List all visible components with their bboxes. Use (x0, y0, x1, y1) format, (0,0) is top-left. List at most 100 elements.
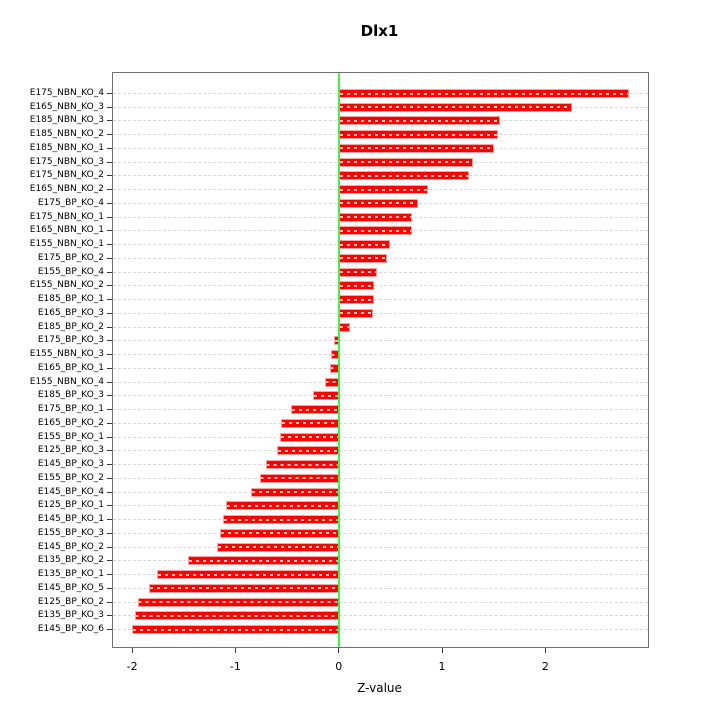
bar (338, 240, 391, 250)
y-tick (107, 120, 112, 122)
y-tick (107, 106, 112, 108)
row-gridline (113, 422, 648, 424)
bar (312, 391, 339, 401)
y-tick (107, 271, 112, 273)
bar (338, 226, 413, 236)
y-axis-label: E155_NBN_KO_2 (29, 280, 104, 291)
bar (187, 556, 339, 566)
y-axis-label: E145_BP_KO_2 (37, 541, 104, 552)
y-axis-label: E175_NBN_KO_4 (29, 88, 104, 98)
y-tick (107, 409, 112, 411)
y-axis-label: E165_NBN_KO_3 (29, 101, 104, 112)
y-tick (107, 450, 112, 452)
y-axis-label: E165_NBN_KO_2 (29, 184, 104, 195)
row-gridline (113, 519, 648, 521)
bar (338, 116, 500, 126)
row-gridline (113, 326, 648, 328)
bar (338, 185, 428, 195)
y-tick (107, 601, 112, 603)
y-tick (107, 299, 112, 301)
bar (338, 102, 573, 112)
bar (266, 460, 339, 470)
y-axis-label: E145_BP_KO_6 (37, 624, 104, 634)
bar (338, 198, 419, 208)
row-gridline (113, 560, 648, 562)
y-axis-label: E165_NBN_KO_1 (29, 225, 104, 236)
bar (338, 143, 494, 153)
bar (138, 597, 339, 607)
y-tick (107, 587, 112, 589)
bar (216, 542, 339, 552)
x-tick-label: -2 (126, 660, 138, 673)
y-tick (107, 560, 112, 562)
bar (148, 583, 339, 593)
y-axis-label: E185_BP_KO_1 (37, 294, 104, 305)
row-gridline (113, 409, 648, 411)
x-tick (338, 648, 340, 653)
y-axis-label: E145_BP_KO_3 (37, 459, 104, 470)
x-tick (441, 648, 443, 653)
y-tick (107, 491, 112, 493)
y-axis-label: E135_BP_KO_1 (37, 569, 104, 580)
y-axis-label: E145_BP_KO_1 (37, 514, 104, 525)
bar (338, 308, 373, 318)
bar (338, 171, 469, 181)
y-tick (107, 477, 112, 479)
row-gridline (113, 491, 648, 493)
y-axis-label: E155_BP_KO_3 (37, 527, 104, 538)
bar (279, 432, 339, 442)
y-axis-label: E185_NBN_KO_3 (29, 115, 104, 126)
bar (250, 487, 339, 497)
bar (219, 528, 339, 538)
x-tick-label: -1 (229, 660, 241, 673)
y-axis-label: E145_BP_KO_5 (37, 582, 104, 593)
y-tick (107, 395, 112, 397)
bar (338, 295, 374, 305)
bar (338, 322, 351, 332)
bar (276, 446, 339, 456)
x-tick-label: 2 (541, 660, 549, 673)
y-tick (107, 436, 112, 438)
row-gridline (113, 299, 648, 301)
y-tick (107, 312, 112, 314)
bar (226, 501, 339, 511)
y-axis-label: E175_BP_KO_2 (37, 252, 104, 263)
y-tick (107, 93, 112, 94)
y-tick (107, 326, 112, 328)
row-gridline (113, 395, 648, 397)
x-tick (234, 648, 236, 653)
row-gridline (113, 629, 648, 630)
y-tick (107, 574, 112, 576)
y-tick (107, 244, 112, 246)
y-tick (107, 422, 112, 424)
chart-title: Dlx1 (360, 22, 399, 40)
y-axis-label: E125_BP_KO_3 (37, 445, 104, 456)
y-axis-label: E165_BP_KO_2 (37, 417, 104, 428)
y-tick (107, 615, 112, 617)
row-gridline (113, 464, 648, 466)
x-tick (131, 648, 133, 653)
zero-line (337, 73, 340, 647)
y-axis-label: E165_BP_KO_1 (37, 362, 104, 373)
bar (291, 405, 339, 415)
row-gridline (113, 381, 648, 383)
y-tick (107, 381, 112, 383)
y-axis-label: E185_BP_KO_2 (37, 321, 104, 332)
y-axis-label: E175_NBN_KO_3 (29, 156, 104, 167)
y-tick (107, 285, 112, 287)
row-gridline (113, 271, 648, 273)
y-axis-label: E135_BP_KO_3 (37, 610, 104, 621)
y-tick (107, 546, 112, 548)
y-axis-label: E175_NBN_KO_2 (29, 170, 104, 181)
bar (338, 281, 374, 291)
x-tick-label: 0 (335, 660, 343, 673)
y-tick (107, 354, 112, 356)
y-axis-label: E125_BP_KO_2 (37, 596, 104, 607)
bar (280, 418, 339, 428)
y-tick (107, 230, 112, 232)
row-gridline (113, 532, 648, 534)
y-tick (107, 340, 112, 342)
row-gridline (113, 450, 648, 452)
bar (135, 611, 339, 621)
